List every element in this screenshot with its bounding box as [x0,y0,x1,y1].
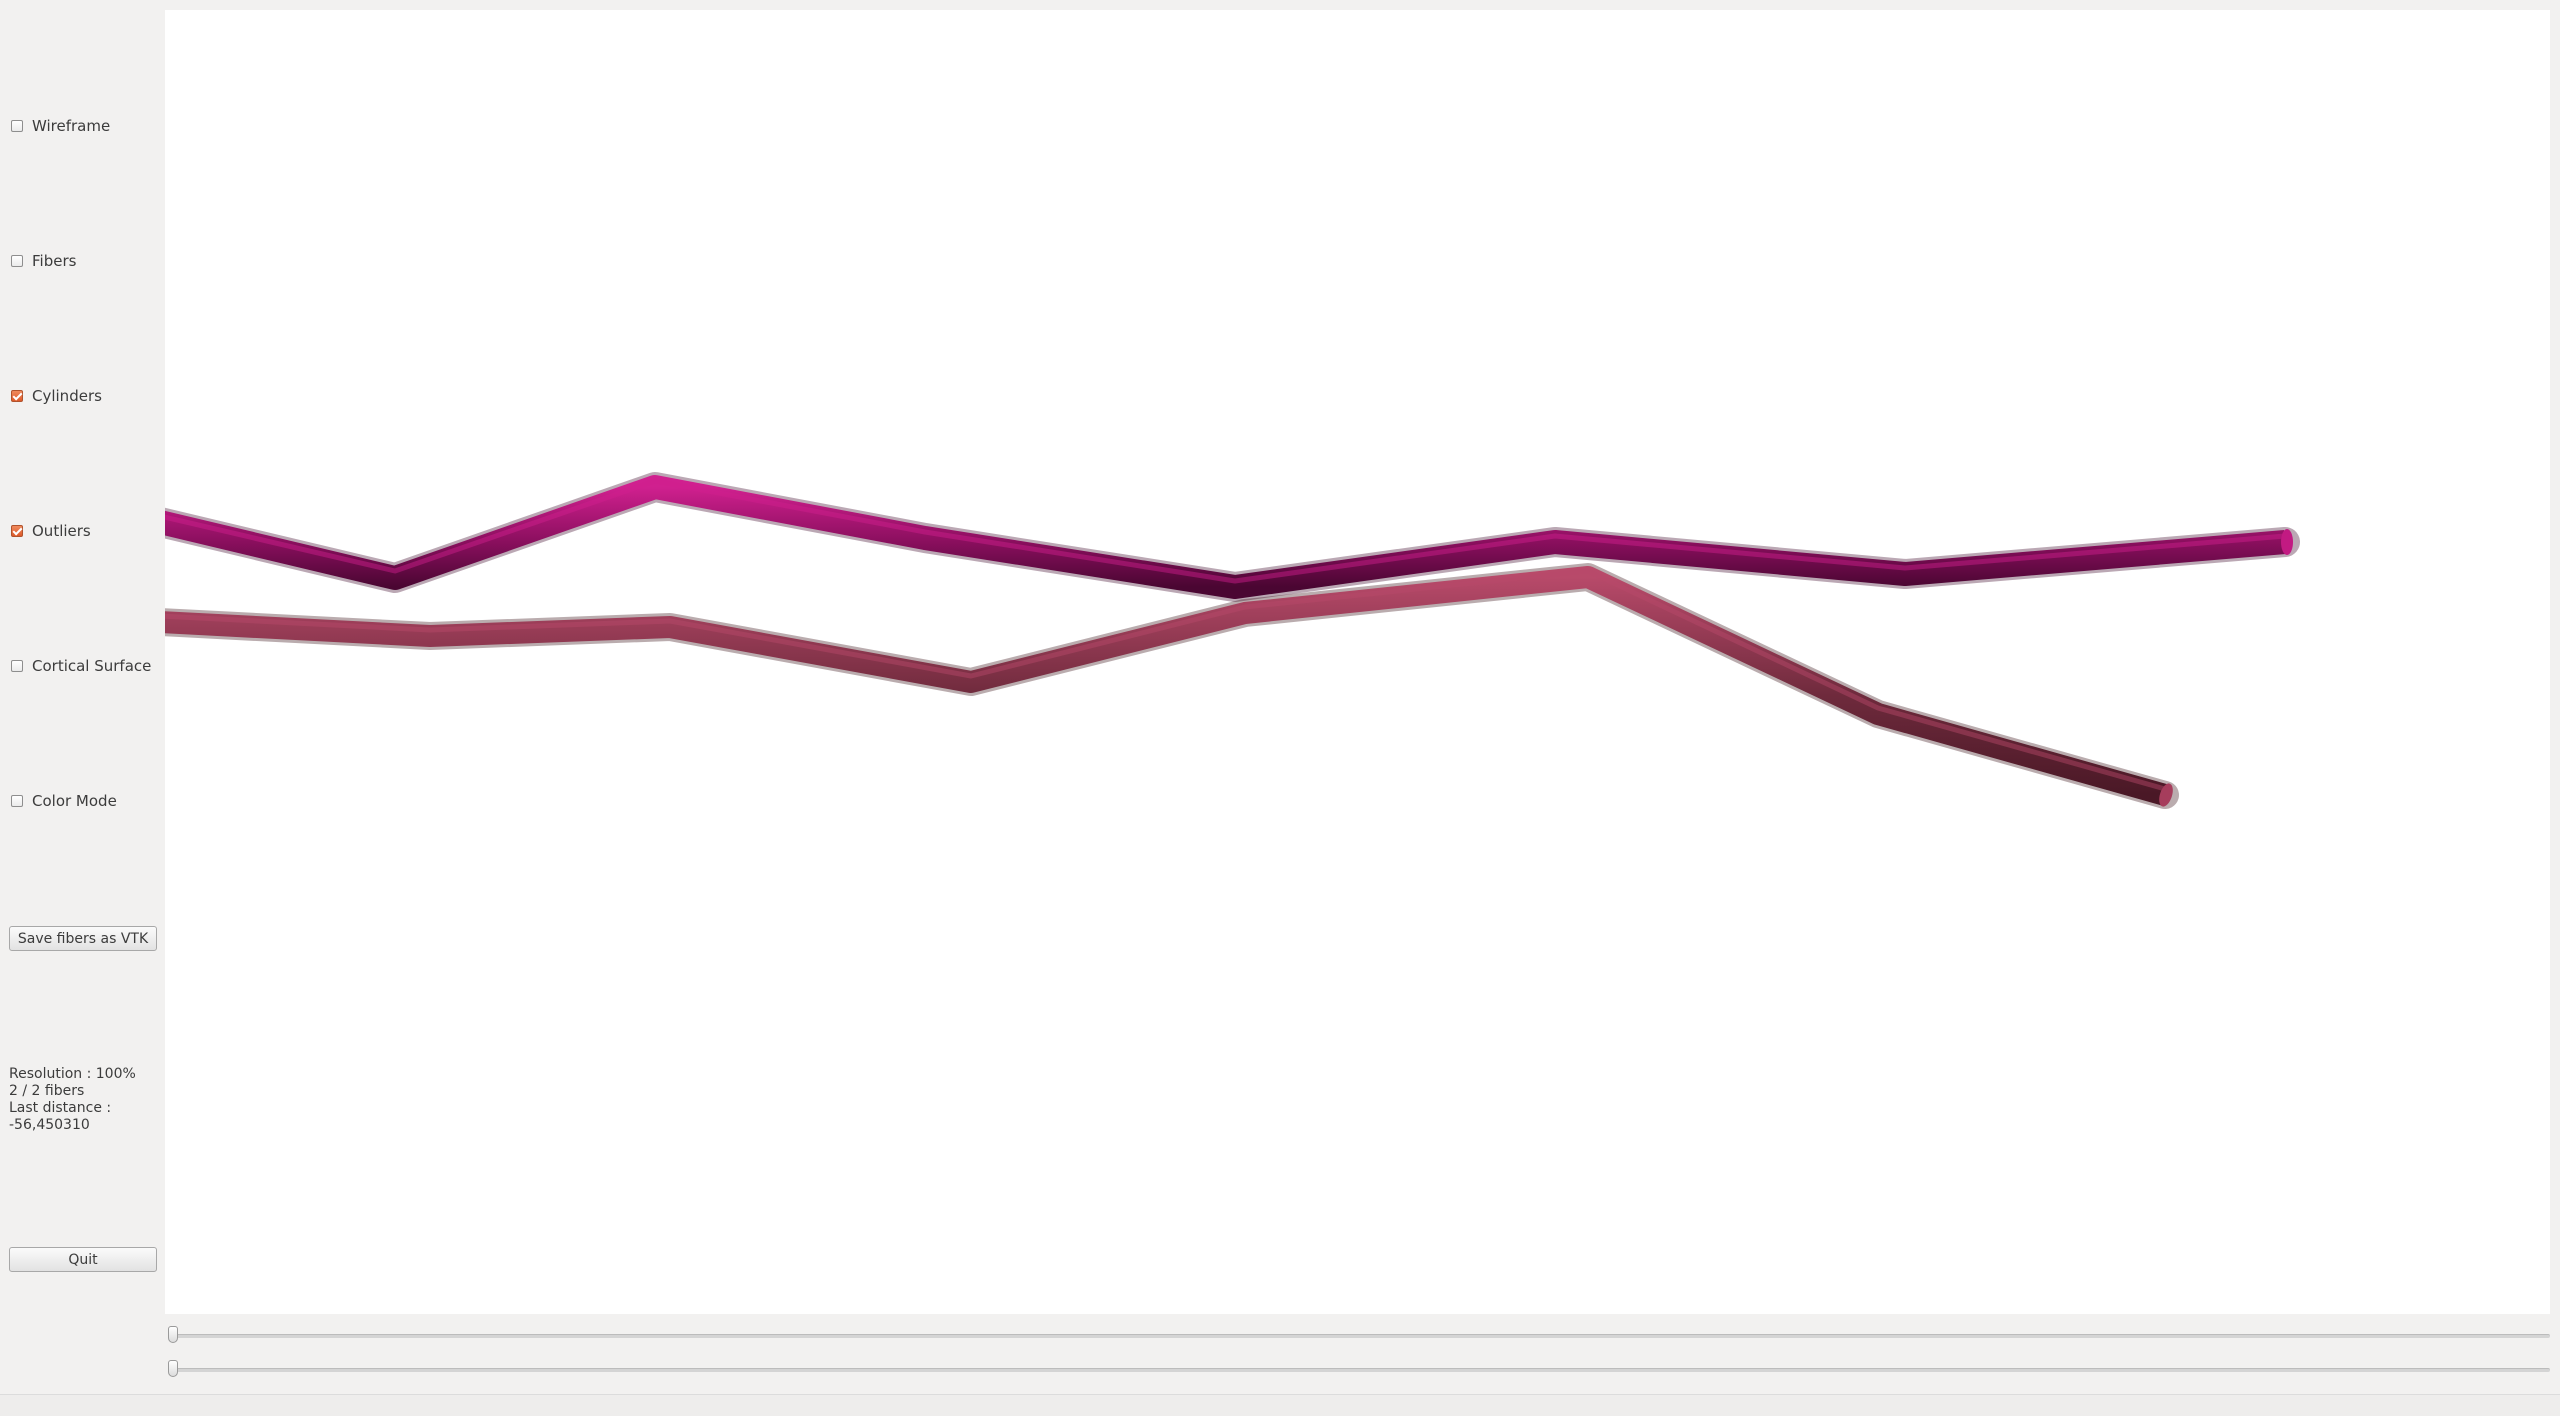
cylinders-label: Cylinders [32,387,102,405]
control-panel: Wireframe Fibers Cylinders Outliers Cort… [0,0,164,1416]
fibers-checkbox[interactable] [11,255,23,267]
outliers-label: Outliers [32,522,91,540]
last-distance-value: -56,450310 [9,1117,90,1133]
fiber-2-end-cap [2159,783,2173,807]
resolution-text: Resolution : 100% [9,1066,136,1082]
cortical-surface-toggle[interactable]: Cortical Surface [11,655,151,677]
fiber-1-highlight [165,478,2286,584]
wireframe-checkbox[interactable] [11,120,23,132]
fiber-count-text: 2 / 2 fibers [9,1083,85,1099]
fibers-label: Fibers [32,252,77,270]
fiber-2-shadow [165,563,2179,809]
color-mode-label: Color Mode [32,792,117,810]
fiber-2-body [165,566,2168,806]
quit-button[interactable]: Quit [9,1247,157,1272]
cylinders-checkbox[interactable] [11,390,23,402]
slider-2[interactable] [168,1359,2550,1379]
fiber-2-highlight [165,568,2166,792]
slider-1[interactable] [168,1325,2550,1345]
color-mode-checkbox[interactable] [11,795,23,807]
wireframe-toggle[interactable]: Wireframe [11,115,110,137]
slider-2-handle[interactable] [168,1360,178,1377]
cylinders-toggle[interactable]: Cylinders [11,385,102,407]
fiber-tube-1 [165,472,2300,602]
fiber-scene [165,472,2300,809]
slider-1-groove[interactable] [168,1334,2550,1338]
status-info: Resolution : 100% 2 / 2 fibers Last dist… [9,1066,159,1134]
cortical-surface-checkbox[interactable] [11,660,23,672]
fiber-1-body [165,475,2287,599]
3d-render-viewport[interactable] [165,10,2550,1314]
cortical-surface-label: Cortical Surface [32,657,152,675]
slider-1-handle[interactable] [168,1326,178,1343]
last-distance-label: Last distance : [9,1100,112,1116]
wireframe-label: Wireframe [32,117,111,135]
slider-2-groove[interactable] [168,1368,2550,1372]
outliers-checkbox[interactable] [11,525,23,537]
color-mode-toggle[interactable]: Color Mode [11,790,117,812]
fibers-toggle[interactable]: Fibers [11,250,76,272]
fiber-1-end-cap [2281,529,2293,555]
save-fibers-vtk-button[interactable]: Save fibers as VTK [9,926,157,951]
status-bar [0,1394,2560,1416]
outliers-toggle[interactable]: Outliers [11,520,91,542]
fiber-tube-2 [165,563,2179,809]
